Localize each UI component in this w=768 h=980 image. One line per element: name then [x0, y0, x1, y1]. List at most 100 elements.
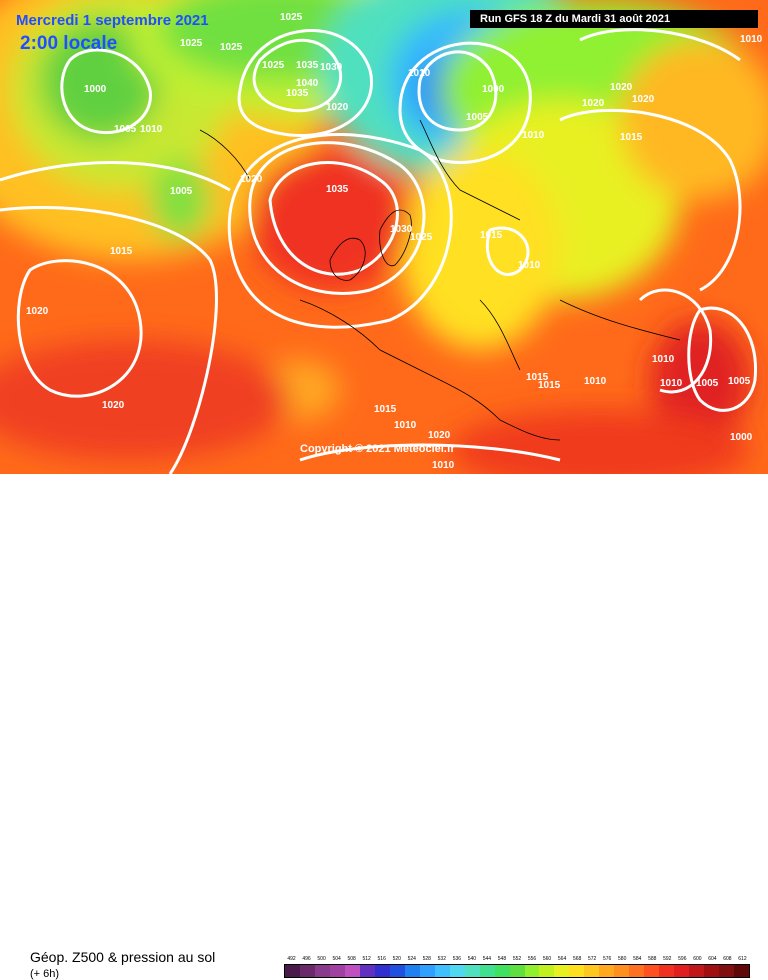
scale-value-label: 568 [572, 956, 582, 962]
scale-color-swatch [554, 965, 570, 977]
pressure-label: 1005 [114, 124, 137, 135]
scale-color-swatch [584, 965, 600, 977]
scale-color-swatch [329, 965, 345, 977]
pressure-label: 1005 [466, 112, 489, 123]
scale-value-label: 508 [347, 956, 356, 962]
scale-color-swatch [464, 965, 480, 977]
scale-color-swatch [494, 965, 510, 977]
pressure-label: 1015 [374, 404, 397, 415]
pressure-label: 1010 [394, 420, 417, 431]
scale-color-swatch [389, 965, 405, 977]
pressure-label: 1010 [584, 376, 607, 387]
pressure-label: 1005 [170, 186, 193, 197]
pressure-label: 1035 [286, 88, 309, 99]
scale-value-label: 600 [693, 956, 702, 962]
scale-color-swatch [689, 965, 705, 977]
scale-value-label: 608 [723, 956, 732, 962]
scale-value-label: 592 [663, 956, 672, 962]
scale-color-swatch [419, 965, 435, 977]
pressure-label: 1000 [482, 84, 505, 95]
scale-value-label: 536 [452, 956, 462, 962]
pressure-label: 1015 [620, 132, 643, 143]
coastlines [199, 119, 681, 441]
scale-color-swatch [629, 965, 645, 977]
pressure-label: 1015 [480, 230, 503, 241]
scale-color-swatch [404, 965, 420, 977]
scale-value-label: 528 [422, 956, 431, 962]
scale-color-swatch [359, 965, 375, 977]
pressure-label: 1010 [432, 460, 455, 471]
pressure-label: 1025 [410, 232, 433, 243]
scale-value-label: 548 [497, 956, 507, 962]
pressure-label: 1025 [280, 12, 303, 23]
pressure-label: 1025 [220, 42, 243, 53]
pressure-label: 1015 [110, 246, 133, 257]
isobars [0, 28, 758, 475]
scale-color-swatch [659, 965, 675, 977]
scale-value-label: 584 [633, 956, 642, 962]
scale-value-label: 588 [648, 956, 657, 962]
scale-value-label: 520 [392, 956, 401, 962]
scale-value-label: 504 [332, 956, 341, 962]
pressure-label: 1010 [522, 130, 545, 141]
pressure-label: 1035 [296, 60, 319, 71]
scale-value-label: 556 [527, 956, 537, 962]
scale-value-label: 540 [467, 956, 477, 962]
scale-value-label: 612 [738, 956, 747, 962]
scale-value-label: 596 [678, 956, 687, 962]
pressure-label: 1020 [632, 94, 655, 105]
pressure-labels: 1025 1025 1025 1025 1035 1030 1040 1035 … [26, 12, 763, 471]
scale-color-swatch [599, 965, 615, 977]
scale-value-label: 544 [482, 956, 492, 962]
map-time-title: 2:00 locale [20, 33, 118, 54]
scale-value-label: 496 [302, 956, 311, 962]
scale-value-label: 560 [542, 956, 552, 962]
scale-color-swatch [719, 965, 735, 977]
pressure-label: 1010 [408, 68, 431, 79]
scale-value-label: 580 [618, 956, 627, 962]
scale-color-swatch [674, 965, 690, 977]
scale-color-swatch [569, 965, 585, 977]
scale-color-swatch [524, 965, 540, 977]
legend-subtitle: (+ 6h) [30, 968, 60, 980]
pressure-label: 1005 [696, 378, 719, 389]
pressure-label: 1000 [84, 84, 107, 95]
pressure-label: 1030 [390, 224, 413, 235]
pressure-label: 1010 [740, 34, 763, 45]
pressure-label: 1040 [296, 78, 319, 89]
scale-value-label: 572 [587, 956, 597, 962]
scale-value-label: 564 [557, 956, 567, 962]
scale-value-label: 576 [603, 956, 612, 962]
scale-value-label: 552 [512, 956, 522, 962]
scale-color-swatch [644, 965, 660, 977]
scale-color-swatch [299, 965, 315, 977]
pressure-label: 1020 [326, 102, 349, 113]
scale-color-swatch [509, 965, 525, 977]
scale-value-label: 516 [377, 956, 386, 962]
pressure-label: 1025 [262, 60, 285, 71]
pressure-label: 1020 [610, 82, 633, 93]
pressure-label: 1025 [180, 38, 203, 49]
color-scale-labels: 492 496 500 504 508 512 516 520 524 528 532 536 540 5… [284, 954, 750, 964]
pressure-label: 1015 [538, 380, 561, 391]
scale-value-label: 524 [407, 956, 416, 962]
color-scale: 492 496 500 504 508 512 516 520 524 528 532 536 540 5… [284, 954, 750, 978]
scale-color-swatch [344, 965, 360, 977]
pressure-label: 1010 [652, 354, 675, 365]
map-date-title: Mercredi 1 septembre 2021 [16, 12, 209, 29]
legend-footer: Géop. Z500 & pression au sol (+ 6h) 492 4… [0, 474, 768, 980]
run-info-banner: Run GFS 18 Z du Mardi 31 août 2021 [470, 10, 758, 28]
scale-value-label: 512 [362, 956, 371, 962]
scale-color-swatch [374, 965, 390, 977]
color-scale-swatches [284, 964, 750, 978]
scale-color-swatch [285, 965, 300, 977]
copyright-notice: Copyright © 2021 Meteociel.fr [300, 443, 455, 455]
scale-value-label: 500 [317, 956, 326, 962]
pressure-label: 1010 [518, 260, 541, 271]
scale-color-swatch [704, 965, 720, 977]
pressure-label: 1010 [660, 378, 683, 389]
scale-color-swatch [434, 965, 450, 977]
scale-value-label: 604 [708, 956, 717, 962]
pressure-label: 1000 [730, 432, 753, 443]
pressure-label: 1030 [320, 62, 343, 73]
